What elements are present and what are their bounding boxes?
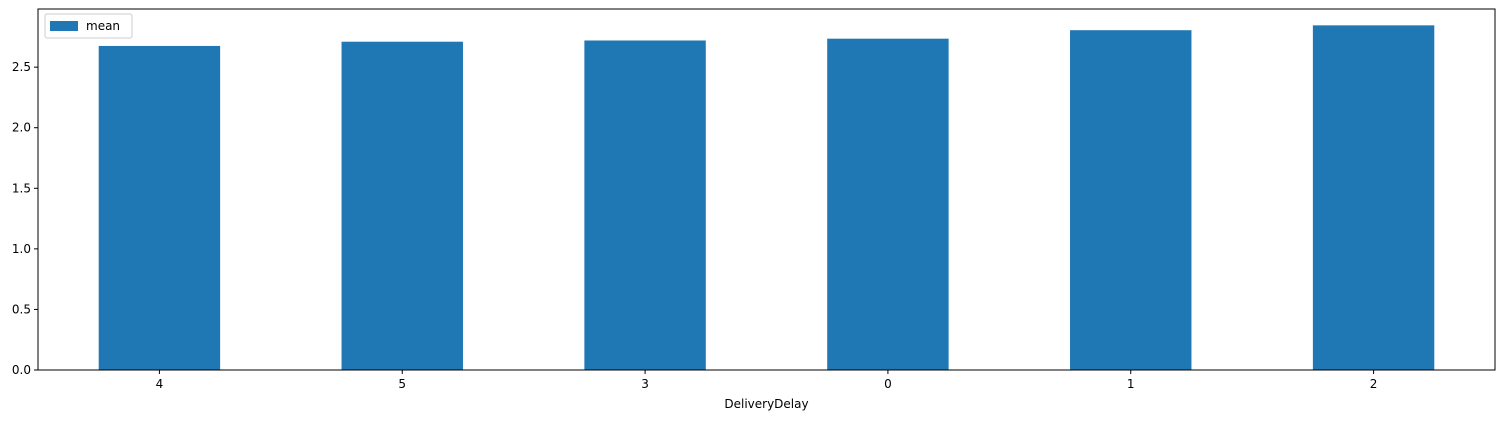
y-tick-label: 2.5 [12, 60, 31, 74]
y-tick-label: 0.5 [12, 302, 31, 316]
y-tick-label: 1.0 [12, 242, 31, 256]
bar-3 [584, 40, 706, 370]
y-tick-label: 1.5 [12, 181, 31, 195]
y-axis-ticks: 0.0 0.5 1.0 1.5 2.0 2.5 [12, 60, 38, 377]
x-tick-label: 2 [1370, 377, 1378, 391]
bar-2 [1312, 25, 1435, 370]
bar-5 [341, 41, 463, 370]
x-tick-label: 0 [884, 377, 892, 391]
y-tick-label: 2.0 [12, 121, 31, 135]
legend: mean [44, 13, 133, 39]
y-tick-label: 0.0 [12, 363, 31, 377]
legend-label-mean: mean [86, 19, 120, 33]
x-axis-ticks: 4 5 3 0 1 2 [156, 370, 1378, 391]
bar-0 [827, 38, 949, 370]
legend-frame [44, 13, 133, 39]
x-axis-label: DeliveryDelay [724, 397, 808, 411]
plot-background [38, 9, 1495, 370]
x-tick-label: 5 [398, 377, 406, 391]
x-tick-label: 1 [1127, 377, 1135, 391]
bar-4 [98, 45, 221, 370]
x-tick-label: 3 [641, 377, 649, 391]
plot-frame [37, 8, 1496, 371]
x-tick-label: 4 [156, 377, 164, 391]
legend-swatch [50, 21, 78, 31]
bars-group [98, 25, 1435, 370]
bar-1 [1070, 30, 1192, 370]
